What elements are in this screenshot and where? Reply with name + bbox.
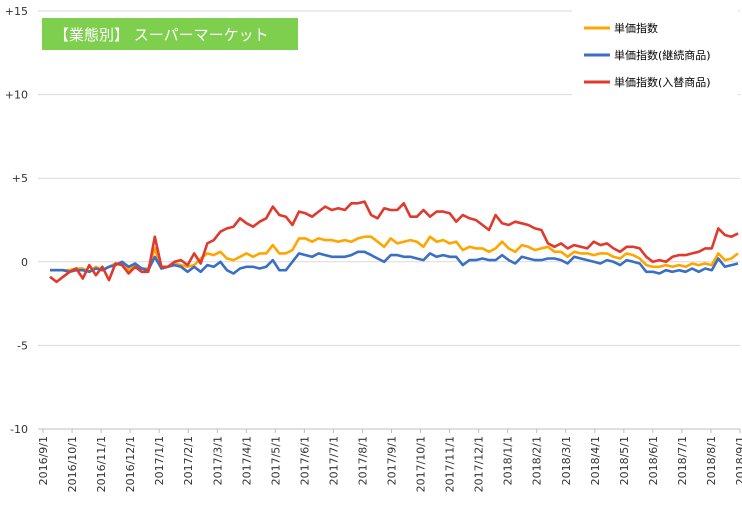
y-tick-label: +15 [5, 5, 28, 18]
x-tick-label: 2018/1/1 [502, 436, 515, 485]
x-tick-label: 2018/3/1 [560, 436, 573, 485]
legend-label-2: 単価指数(継続商品) [614, 48, 711, 62]
y-tick-label: -5 [17, 339, 28, 352]
y-tick-label: -10 [10, 423, 28, 436]
x-tick-label: 2017/12/1 [473, 436, 486, 492]
x-tick-label: 2018/5/1 [618, 436, 631, 485]
x-tick-label: 2017/9/1 [386, 436, 399, 485]
x-tick-label: 2016/12/1 [124, 436, 137, 492]
x-axis: 2016/9/1 2016/10/1 2016/11/1 2016/12/1 2017/… [37, 428, 742, 492]
x-tick-label: 2017/11/1 [444, 436, 457, 492]
x-tick-label: 2017/2/1 [182, 436, 195, 485]
x-tick-label: 2017/1/1 [153, 436, 166, 485]
x-tick-label: 2018/9/1 [734, 436, 742, 485]
x-tick-label: 2017/5/1 [269, 436, 282, 485]
y-tick-label: +10 [5, 89, 28, 102]
y-tick-label: +5 [12, 172, 28, 185]
x-tick-label: 2016/11/1 [95, 436, 108, 492]
series-line-3 [49, 200, 739, 284]
chart-title-box: 【業態別】 スーパーマーケット [42, 18, 298, 50]
x-tick-label: 2017/7/1 [327, 436, 340, 485]
x-tick-label: 2017/8/1 [356, 436, 369, 485]
x-tick-label: 2018/2/1 [531, 436, 544, 485]
x-tick-label: 2016/10/1 [66, 436, 79, 492]
x-tick-label: 2016/9/1 [37, 436, 50, 485]
y-tick-label: 0 [21, 256, 28, 269]
x-tick-label: 2017/6/1 [298, 436, 311, 485]
x-tick-label: 2018/8/1 [705, 436, 718, 485]
chart-title-background [42, 18, 298, 50]
x-tick-label: 2018/4/1 [589, 436, 602, 485]
chart-title: 【業態別】 スーパーマーケット [54, 26, 269, 44]
x-tick-label: 2018/7/1 [676, 436, 689, 485]
series-lines [49, 200, 739, 284]
y-axis-tick-labels: -10 -5 0 +5 +10 +15 [5, 5, 28, 436]
legend-label-3: 単価指数(入替商品) [614, 75, 711, 89]
x-tick-label: 2018/6/1 [647, 436, 660, 485]
x-tick-label: 2017/10/1 [415, 436, 428, 492]
legend-label-1: 単価指数 [614, 21, 658, 35]
x-tick-label: 2017/3/1 [211, 436, 224, 485]
x-tick-label: 2017/4/1 [240, 436, 253, 485]
